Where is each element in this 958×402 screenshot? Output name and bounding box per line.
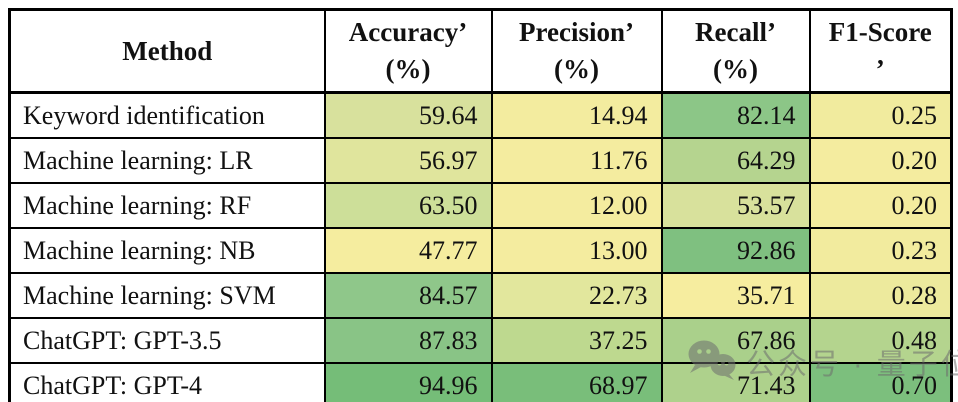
column-header-f1: F1-Score ’ — [808, 8, 953, 94]
recall-cell: 53.57 — [660, 182, 811, 229]
method-cell: Machine learning: NB — [8, 227, 326, 274]
precision-cell: 22.73 — [490, 272, 663, 319]
recall-cell: 35.71 — [660, 272, 811, 319]
method-cell: Machine learning: RF — [8, 182, 326, 229]
precision-cell: 11.76 — [490, 137, 663, 184]
column-header-accuracy-unit: (%) — [385, 54, 431, 84]
f1-cell: 0.28 — [808, 272, 953, 319]
precision-cell: 13.00 — [490, 227, 663, 274]
accuracy-cell: 47.77 — [323, 227, 493, 274]
table-row-ml-nb: Machine learning: NB 47.77 13.00 92.86 0… — [8, 227, 953, 274]
precision-cell: 12.00 — [490, 182, 663, 229]
f1-cell: 0.20 — [808, 182, 953, 229]
precision-cell: 68.97 — [490, 362, 663, 402]
precision-cell: 14.94 — [490, 91, 663, 139]
f1-cell: 0.25 — [808, 91, 953, 139]
column-header-accuracy: Accuracy’ (%) — [323, 8, 493, 94]
column-header-recall-unit: (%) — [713, 54, 758, 84]
recall-cell: 67.86 — [660, 317, 811, 364]
recall-cell: 71.43 — [660, 362, 811, 402]
f1-cell: 0.48 — [808, 317, 953, 364]
table-row-ml-svm: Machine learning: SVM 84.57 22.73 35.71 … — [8, 272, 953, 319]
column-header-accuracy-label: Accuracy’ — [348, 17, 468, 47]
column-header-precision-unit: (%) — [554, 54, 599, 84]
table-row-ml-lr: Machine learning: LR 56.97 11.76 64.29 0… — [8, 137, 953, 184]
column-header-f1-prime: ’ — [875, 54, 885, 84]
table-row-keyword-identification: Keyword identification 59.64 14.94 82.14… — [8, 91, 953, 139]
accuracy-cell: 56.97 — [323, 137, 493, 184]
accuracy-cell: 59.64 — [323, 91, 493, 139]
method-cell: Machine learning: LR — [8, 137, 326, 184]
column-header-recall: Recall’ (%) — [660, 8, 811, 94]
accuracy-cell: 94.96 — [323, 362, 493, 402]
accuracy-cell: 63.50 — [323, 182, 493, 229]
table-row-chatgpt-4: ChatGPT: GPT-4 94.96 68.97 71.43 0.70 — [8, 362, 953, 402]
recall-cell: 82.14 — [660, 91, 811, 139]
f1-cell: 0.70 — [808, 362, 953, 402]
precision-cell: 37.25 — [490, 317, 663, 364]
method-cell: Keyword identification — [8, 91, 326, 139]
column-header-recall-label: Recall’ — [695, 17, 776, 47]
recall-cell: 64.29 — [660, 137, 811, 184]
method-cell: ChatGPT: GPT-3.5 — [8, 317, 326, 364]
method-cell: Machine learning: SVM — [8, 272, 326, 319]
table-row-ml-rf: Machine learning: RF 63.50 12.00 53.57 0… — [8, 182, 953, 229]
column-header-method-label: Method — [122, 35, 213, 66]
table-header-row: Method Accuracy’ (%) Precision’ (%) Reca… — [8, 8, 953, 94]
accuracy-cell: 87.83 — [323, 317, 493, 364]
accuracy-cell: 84.57 — [323, 272, 493, 319]
column-header-method: Method — [8, 8, 326, 94]
f1-cell: 0.20 — [808, 137, 953, 184]
f1-cell: 0.23 — [808, 227, 953, 274]
recall-cell: 92.86 — [660, 227, 811, 274]
column-header-precision-label: Precision’ — [519, 17, 634, 47]
column-header-f1-label: F1-Score — [828, 17, 932, 47]
method-cell: ChatGPT: GPT-4 — [8, 362, 326, 402]
method-comparison-table: Method Accuracy’ (%) Precision’ (%) Reca… — [8, 8, 953, 402]
column-header-precision: Precision’ (%) — [490, 8, 663, 94]
table-row-chatgpt-35: ChatGPT: GPT-3.5 87.83 37.25 67.86 0.48 — [8, 317, 953, 364]
